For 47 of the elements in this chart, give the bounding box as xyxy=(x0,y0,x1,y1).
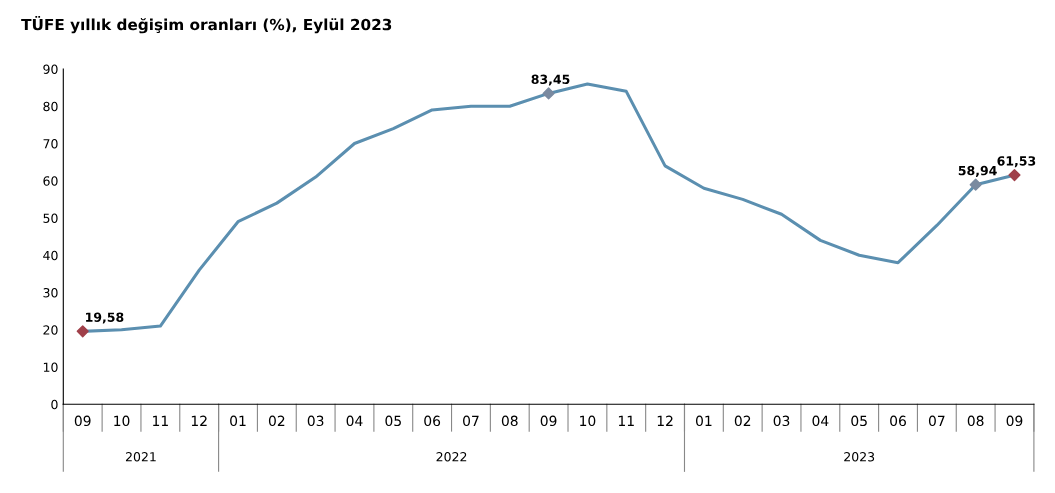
point xyxy=(76,325,89,338)
y-tick-label: 80 xyxy=(43,101,58,112)
x-tick-label: 06 xyxy=(424,415,441,427)
point xyxy=(542,87,555,100)
x-tick-label: 03 xyxy=(307,415,324,427)
x-tick-label: 07 xyxy=(463,415,479,427)
text: 2022 xyxy=(436,452,467,462)
x-tick-label: 01 xyxy=(230,415,246,427)
y-tick-label: 90 xyxy=(43,64,58,74)
y-tick-label: 60 xyxy=(43,176,58,186)
point xyxy=(1008,168,1021,182)
x-tick-label: 08 xyxy=(501,415,518,427)
y-tick-label: 20 xyxy=(43,325,58,335)
x-tick-label: 10 xyxy=(114,415,130,427)
y-tick-label: 50 xyxy=(43,213,58,223)
chart-title: TÜFE yıllık değişim oranları (%), Eylül 2023 xyxy=(21,15,392,34)
x-tick-label: 03 xyxy=(773,415,790,427)
x-tick-label: 09 xyxy=(1006,415,1023,427)
x-tick-label: 01 xyxy=(695,415,712,427)
data-label: 19,58 xyxy=(86,312,124,324)
x-tick-label: 12 xyxy=(191,415,207,426)
x-tick-label: 08 xyxy=(967,415,984,427)
data-label: 58,94 xyxy=(958,165,997,177)
x-tick-label: 11 xyxy=(618,415,634,426)
x-tick-label: 10 xyxy=(580,415,596,427)
x-tick-label: 05 xyxy=(385,415,401,427)
y-tick-label: 40 xyxy=(43,250,58,261)
y-tick-label: 0 xyxy=(51,399,58,410)
y-tick-label: 70 xyxy=(43,138,58,149)
x-tick-label: 02 xyxy=(734,415,751,427)
y-tick-label: 30 xyxy=(43,287,58,298)
x-tick-label: 12 xyxy=(657,415,673,426)
x-tick-label: 04 xyxy=(346,415,363,427)
text: 2023 xyxy=(844,452,875,462)
x-tick-label: 11 xyxy=(153,415,168,426)
text: 2021 xyxy=(125,452,156,462)
x-tick-label: 07 xyxy=(928,415,945,427)
x-tick-label: 06 xyxy=(890,415,906,427)
data-label: 61,53 xyxy=(997,156,1036,168)
x-tick-label: 04 xyxy=(812,415,829,427)
data-label: 83,45 xyxy=(531,74,570,86)
x-tick-label: 09 xyxy=(74,415,91,427)
x-tick-label: 05 xyxy=(851,415,867,427)
x-tick-label: 02 xyxy=(268,415,285,427)
y-tick-label: 10 xyxy=(43,362,58,372)
x-tick-label: 09 xyxy=(540,415,557,427)
point xyxy=(969,178,982,191)
